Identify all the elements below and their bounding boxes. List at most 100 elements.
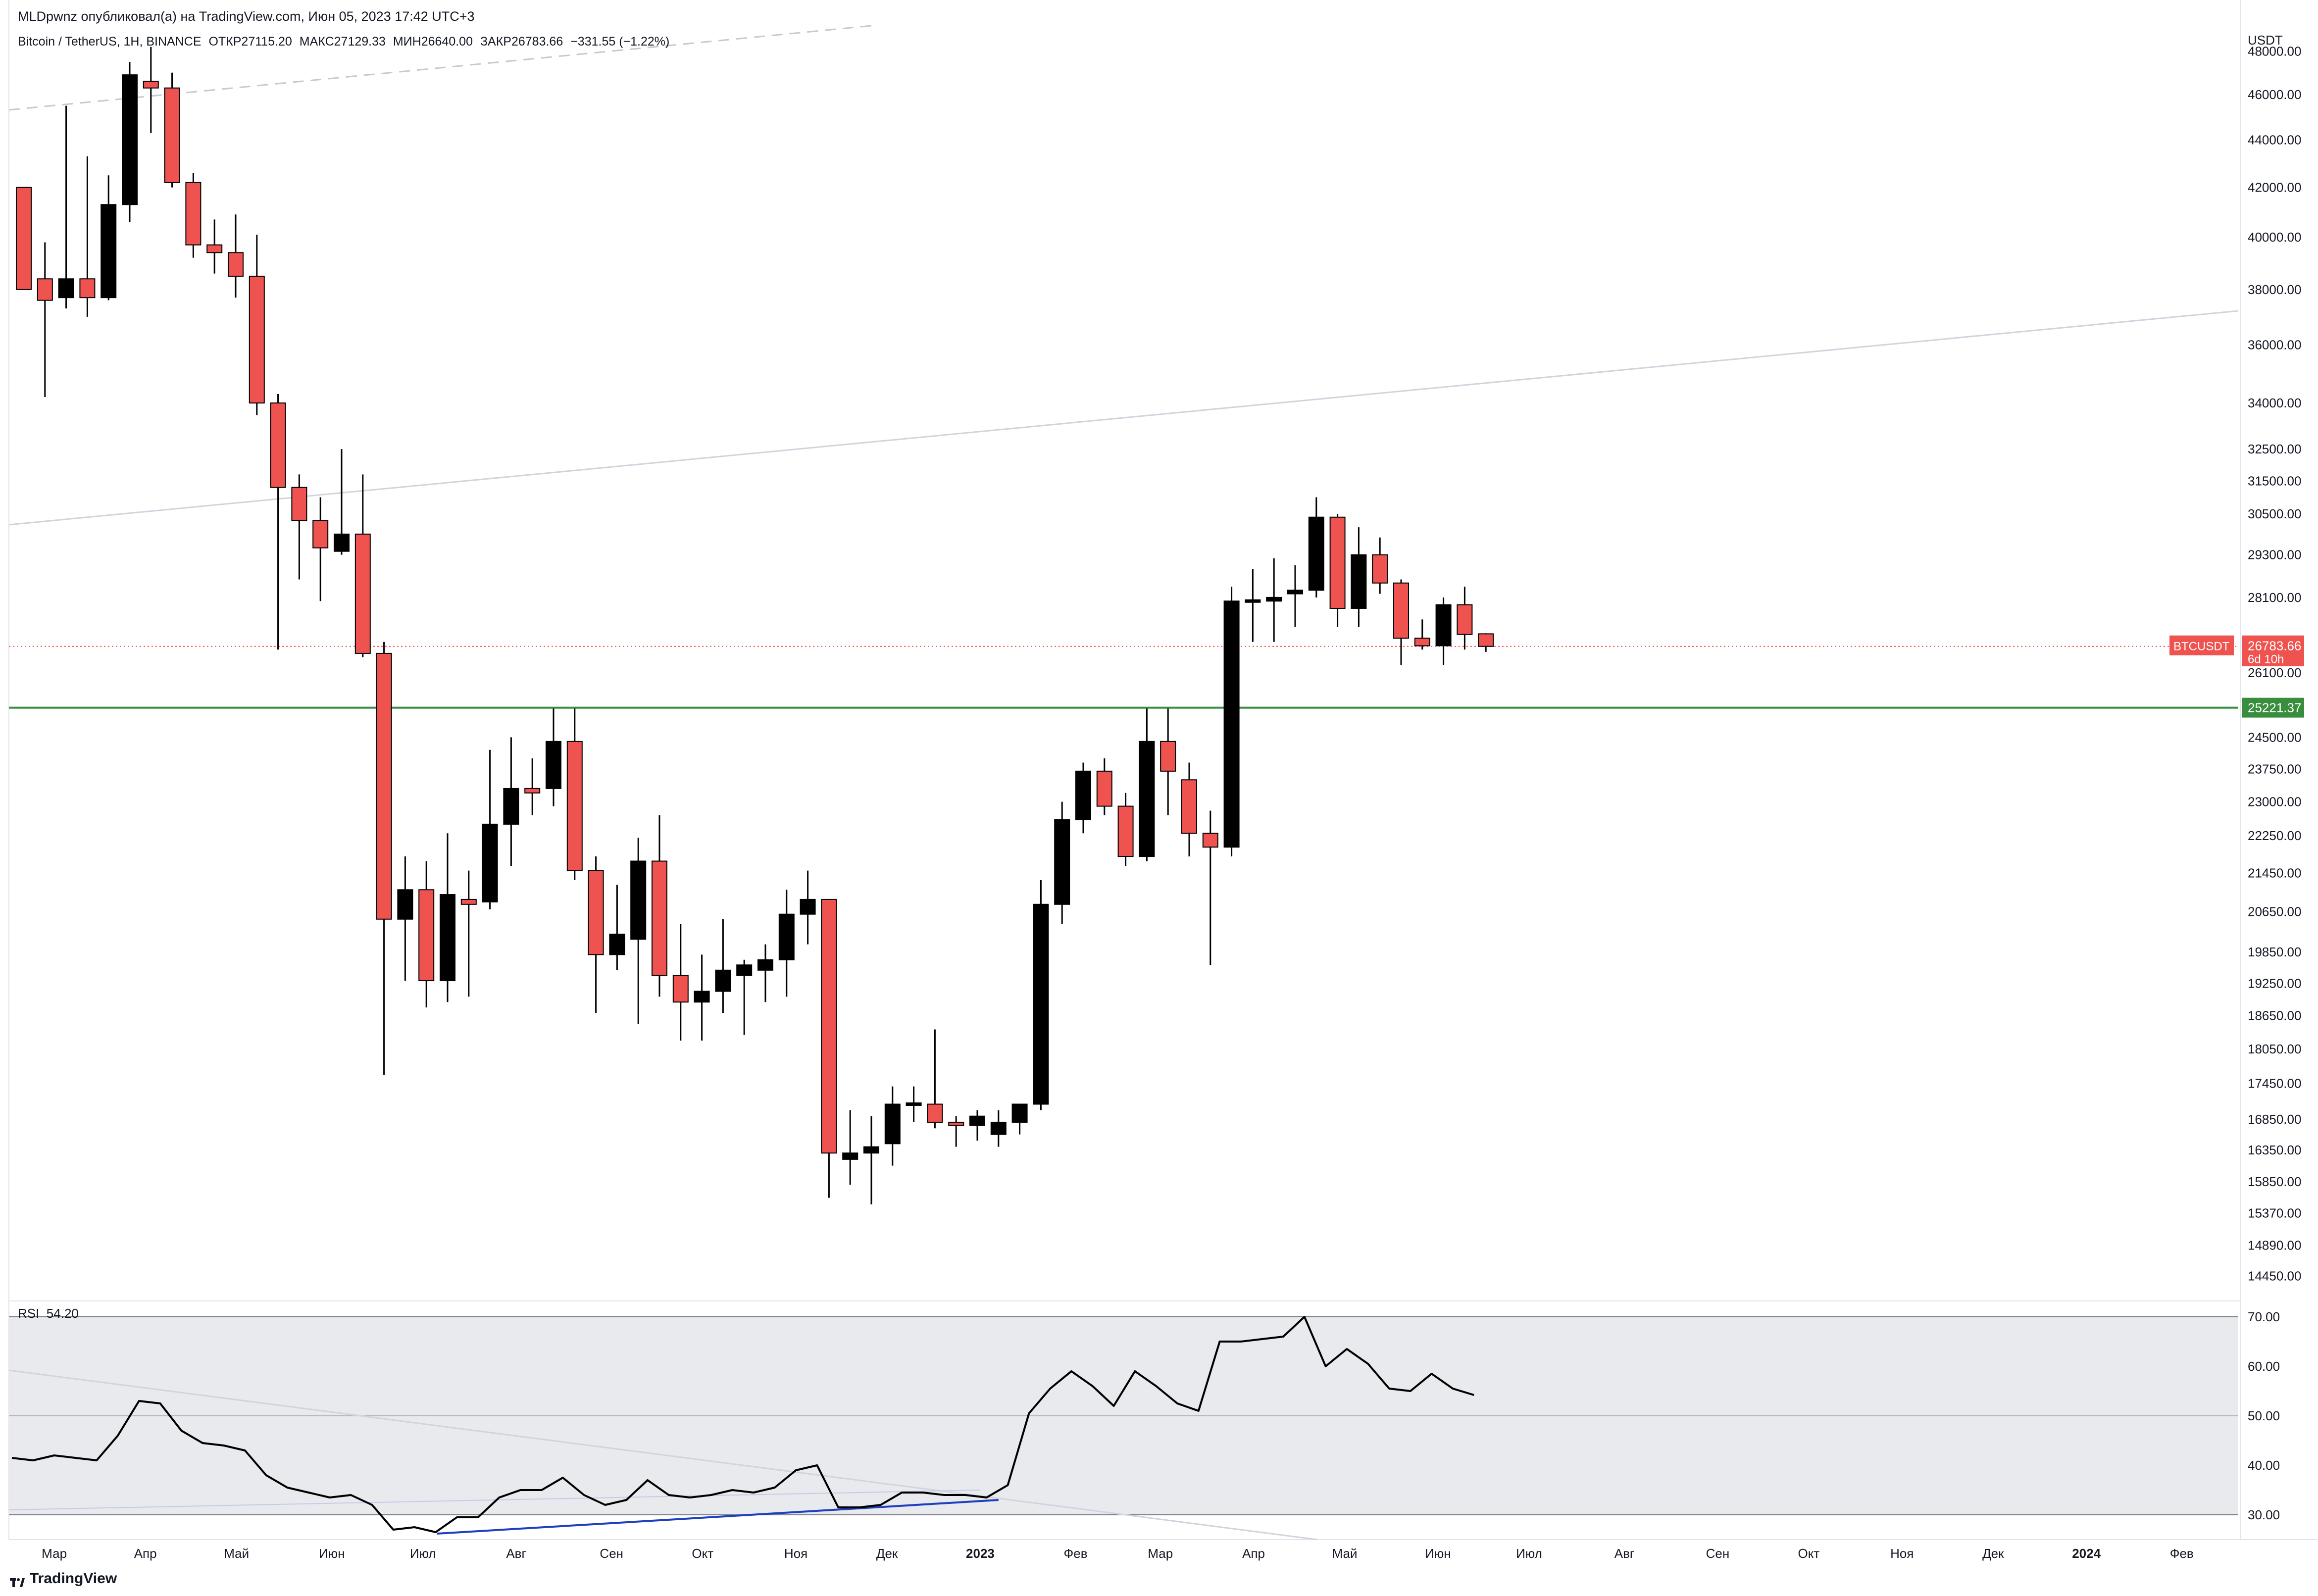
candle[interactable]: [164, 72, 180, 188]
last-price-tag[interactable]: [2242, 635, 2304, 666]
ohlc-low: МИН26640.00: [393, 35, 473, 49]
candle[interactable]: [546, 708, 561, 806]
candle[interactable]: [1372, 537, 1388, 594]
candle[interactable]: [376, 642, 392, 1075]
candle[interactable]: [800, 870, 816, 945]
candle[interactable]: [354, 474, 371, 657]
price-tick-label: 28100.00: [2248, 590, 2301, 605]
candle[interactable]: [1478, 633, 1494, 652]
candle[interactable]: [630, 838, 647, 1024]
candle[interactable]: [185, 173, 202, 258]
candle-body: [757, 959, 773, 971]
candle[interactable]: [79, 156, 96, 317]
candle[interactable]: [842, 1110, 858, 1185]
candle-body: [1181, 779, 1197, 834]
candle[interactable]: [503, 737, 519, 866]
price-tick-label: 36000.00: [2248, 337, 2301, 352]
candle[interactable]: [906, 1086, 922, 1122]
rsi-divergence-line[interactable]: [437, 1499, 999, 1535]
candle[interactable]: [1054, 801, 1070, 924]
candle[interactable]: [228, 214, 244, 298]
candle[interactable]: [588, 856, 604, 1013]
candle[interactable]: [1393, 579, 1409, 665]
candle[interactable]: [1202, 810, 1218, 965]
candle[interactable]: [1011, 1103, 1028, 1135]
candle[interactable]: [821, 898, 837, 1198]
rsi-tick-label: 60.00: [2248, 1359, 2280, 1374]
candle-body: [206, 244, 223, 253]
candle[interactable]: [291, 474, 307, 580]
candle-body: [1054, 819, 1070, 905]
candle[interactable]: [1308, 497, 1324, 598]
candle[interactable]: [1181, 762, 1197, 857]
candle[interactable]: [1160, 708, 1176, 815]
candle[interactable]: [101, 175, 117, 300]
candle[interactable]: [249, 235, 265, 415]
candle[interactable]: [334, 449, 350, 555]
candle[interactable]: [778, 890, 795, 997]
candle[interactable]: [1033, 880, 1049, 1110]
candle[interactable]: [1245, 569, 1261, 642]
candle[interactable]: [1266, 558, 1282, 642]
candles[interactable]: [16, 47, 1494, 1204]
candle[interactable]: [736, 959, 753, 1035]
candle-body: [164, 87, 180, 183]
candle[interactable]: [37, 242, 53, 397]
candle[interactable]: [652, 815, 667, 997]
candle[interactable]: [206, 219, 223, 274]
price-tick-label: 29300.00: [2248, 548, 2301, 562]
candle[interactable]: [482, 749, 498, 909]
price-tick-label: 40000.00: [2248, 230, 2301, 245]
candle[interactable]: [948, 1116, 964, 1147]
price-tick-label: 14890.00: [2248, 1238, 2301, 1253]
candle[interactable]: [1075, 762, 1091, 834]
candle[interactable]: [1435, 597, 1452, 665]
candle[interactable]: [1096, 758, 1112, 815]
candle[interactable]: [440, 833, 455, 1002]
support-tag-label: 25221.37: [2248, 700, 2301, 715]
candle[interactable]: [397, 856, 413, 981]
candle[interactable]: [609, 885, 625, 970]
footer-brand[interactable]: TradingView: [10, 1570, 117, 1587]
candle[interactable]: [757, 944, 773, 1002]
candle[interactable]: [863, 1116, 879, 1204]
candle[interactable]: [1287, 565, 1303, 627]
rsi-legend[interactable]: RSI 54.20: [18, 1306, 79, 1321]
candle[interactable]: [143, 47, 159, 133]
candle[interactable]: [969, 1110, 985, 1141]
candle[interactable]: [1329, 513, 1346, 627]
candle[interactable]: [1117, 793, 1134, 866]
candle[interactable]: [694, 954, 710, 1041]
candle[interactable]: [418, 861, 435, 1008]
symbol-name[interactable]: Bitcoin / TetherUS, 1H, BINANCE: [18, 35, 202, 49]
price-tick-label: 14450.00: [2248, 1268, 2301, 1283]
support-tag[interactable]: [2242, 698, 2304, 718]
candle[interactable]: [312, 497, 329, 601]
candle[interactable]: [1223, 586, 1240, 857]
candle[interactable]: [524, 758, 541, 815]
candle[interactable]: [1139, 708, 1155, 861]
candle[interactable]: [1351, 527, 1367, 627]
candle[interactable]: [990, 1110, 1007, 1147]
candle[interactable]: [566, 708, 583, 880]
time-tick-label: 2024: [2072, 1546, 2101, 1561]
candle[interactable]: [122, 61, 138, 222]
candle[interactable]: [270, 394, 286, 650]
candle[interactable]: [884, 1086, 901, 1166]
candle[interactable]: [672, 924, 689, 1041]
candle[interactable]: [58, 105, 74, 309]
candle[interactable]: [1414, 619, 1430, 650]
candle[interactable]: [927, 1029, 943, 1129]
candle[interactable]: [460, 870, 477, 997]
symbol-tag[interactable]: [2169, 635, 2234, 655]
time-axis[interactable]: Мар Апр Май Июн Июл Авг Сен Окт Ноя Дек 2023 Фев Мар…: [42, 1546, 2194, 1561]
candle[interactable]: [16, 187, 32, 290]
candle-body: [249, 275, 265, 404]
candle[interactable]: [1457, 586, 1473, 650]
candle[interactable]: [715, 919, 731, 1013]
rsi-pane[interactable]: 70.00 60.00 50.00 40.00 30.00: [8, 1309, 2280, 1541]
rsi-line[interactable]: [11, 1316, 1474, 1533]
candle-body: [948, 1121, 964, 1126]
